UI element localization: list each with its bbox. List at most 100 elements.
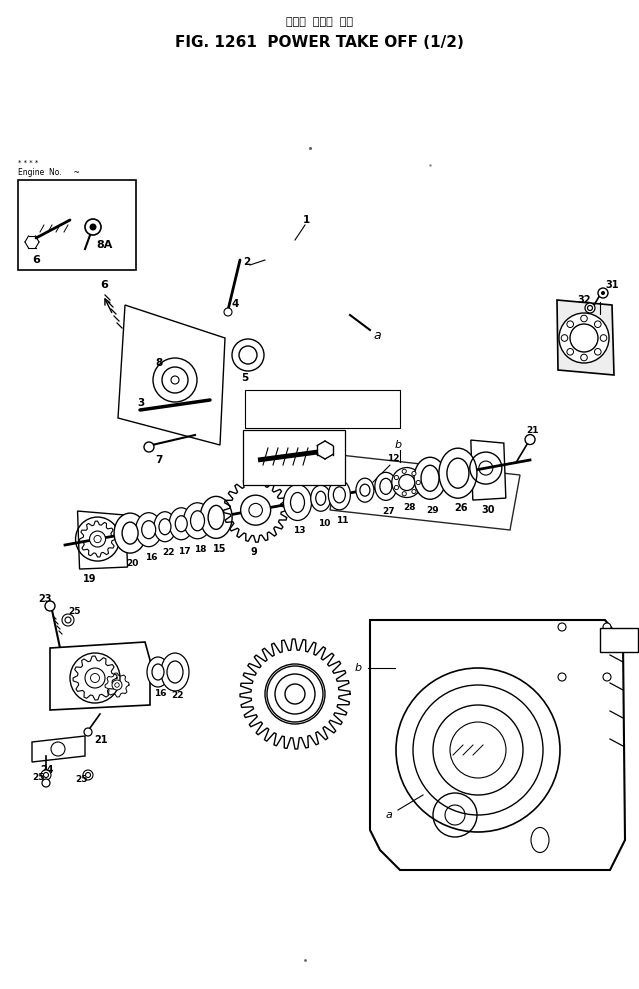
- Text: 18: 18: [194, 545, 207, 554]
- Ellipse shape: [328, 480, 350, 510]
- Polygon shape: [557, 300, 614, 375]
- Circle shape: [402, 492, 406, 495]
- Circle shape: [392, 468, 422, 497]
- Text: * * * *: * * * *: [18, 160, 38, 166]
- Text: 22: 22: [162, 548, 174, 557]
- Circle shape: [558, 623, 566, 631]
- Ellipse shape: [311, 486, 331, 511]
- Circle shape: [241, 495, 271, 525]
- Circle shape: [267, 666, 323, 722]
- Bar: [245, 390, 400, 428]
- Ellipse shape: [356, 478, 374, 502]
- Circle shape: [412, 472, 416, 476]
- Circle shape: [282, 680, 309, 707]
- Text: Engine  No.     ~: Engine No. ~: [18, 167, 80, 176]
- Polygon shape: [73, 656, 117, 700]
- Circle shape: [412, 490, 416, 494]
- Circle shape: [171, 376, 179, 384]
- Text: 4: 4: [232, 299, 240, 309]
- Circle shape: [581, 354, 587, 361]
- Text: 19: 19: [82, 574, 96, 584]
- Circle shape: [153, 358, 197, 402]
- Text: 適用号機: 適用号機: [248, 397, 265, 404]
- Ellipse shape: [183, 502, 212, 539]
- Text: 23: 23: [38, 594, 52, 604]
- Text: 14: 14: [314, 446, 327, 457]
- Circle shape: [594, 320, 601, 327]
- Circle shape: [594, 348, 601, 355]
- Circle shape: [43, 772, 49, 777]
- Ellipse shape: [360, 485, 370, 496]
- Text: 26: 26: [454, 503, 467, 513]
- Text: 8: 8: [155, 358, 162, 368]
- Ellipse shape: [334, 487, 345, 502]
- Text: 21: 21: [94, 735, 107, 745]
- Text: 25: 25: [75, 774, 88, 783]
- Ellipse shape: [161, 653, 189, 691]
- Text: 5: 5: [241, 373, 248, 383]
- Polygon shape: [118, 305, 225, 445]
- Text: 9: 9: [250, 547, 258, 557]
- Ellipse shape: [154, 511, 176, 542]
- Circle shape: [85, 219, 101, 235]
- Circle shape: [525, 434, 535, 444]
- Text: 16: 16: [154, 689, 167, 698]
- Circle shape: [587, 306, 592, 311]
- Circle shape: [559, 313, 609, 363]
- Text: 2: 2: [243, 257, 250, 267]
- Text: 15: 15: [213, 544, 227, 555]
- Circle shape: [144, 442, 154, 452]
- Ellipse shape: [291, 493, 305, 512]
- Circle shape: [249, 503, 263, 517]
- Circle shape: [162, 367, 188, 393]
- Text: 11: 11: [336, 516, 349, 525]
- Polygon shape: [79, 521, 116, 557]
- Circle shape: [112, 680, 122, 690]
- Text: 27: 27: [382, 506, 394, 516]
- Ellipse shape: [284, 485, 311, 520]
- Circle shape: [603, 673, 611, 681]
- Text: D60S      Engine  No.  137853∼: D60S Engine No. 137853∼: [248, 417, 366, 426]
- Circle shape: [399, 475, 415, 491]
- Circle shape: [600, 334, 607, 341]
- Ellipse shape: [147, 657, 169, 687]
- Circle shape: [86, 772, 91, 777]
- Polygon shape: [370, 620, 625, 870]
- Polygon shape: [330, 455, 520, 530]
- Text: 30: 30: [482, 505, 495, 515]
- Text: 31: 31: [605, 280, 619, 290]
- Circle shape: [232, 339, 264, 371]
- Circle shape: [598, 288, 608, 298]
- Polygon shape: [50, 642, 150, 710]
- Text: FWD: FWD: [607, 634, 629, 643]
- Circle shape: [41, 770, 51, 780]
- Text: 21: 21: [526, 426, 539, 435]
- Text: a: a: [373, 328, 381, 341]
- Circle shape: [394, 486, 399, 490]
- Text: パワー  テーク  オフ: パワー テーク オフ: [286, 17, 353, 27]
- Text: b: b: [355, 663, 362, 673]
- Circle shape: [115, 682, 119, 687]
- Text: a: a: [386, 810, 393, 820]
- Circle shape: [603, 623, 611, 631]
- Ellipse shape: [135, 512, 162, 547]
- Ellipse shape: [414, 457, 446, 499]
- Polygon shape: [471, 440, 506, 500]
- Circle shape: [91, 674, 100, 682]
- Text: 29: 29: [426, 505, 438, 515]
- Text: 22: 22: [171, 691, 183, 700]
- Polygon shape: [240, 639, 350, 749]
- Circle shape: [601, 291, 605, 295]
- Text: 6: 6: [100, 280, 108, 290]
- Ellipse shape: [190, 510, 204, 531]
- Circle shape: [224, 308, 232, 316]
- Text: 7: 7: [155, 455, 162, 465]
- Circle shape: [275, 674, 315, 714]
- Ellipse shape: [114, 513, 146, 553]
- Text: 3: 3: [137, 398, 144, 408]
- Circle shape: [402, 469, 406, 474]
- Ellipse shape: [167, 661, 183, 683]
- Ellipse shape: [169, 507, 193, 540]
- Circle shape: [84, 728, 92, 736]
- Ellipse shape: [200, 496, 232, 538]
